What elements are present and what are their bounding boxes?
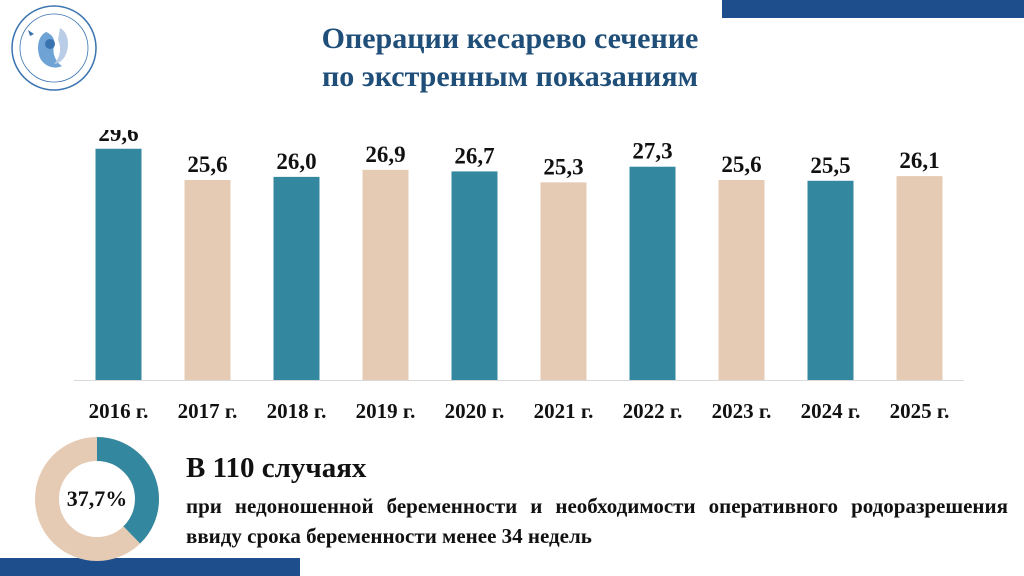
mother-child-logo-icon (11, 5, 97, 91)
bar-value-label-2: 26,0 (276, 149, 316, 174)
category-label-2: 2018 г. (267, 399, 327, 423)
bar-2 (273, 176, 320, 380)
category-label-5: 2021 г. (534, 399, 594, 423)
bar-value-label-9: 26,1 (899, 148, 939, 173)
page-title: Операции кесарево сечение по экстренным … (150, 20, 870, 96)
category-label-9: 2025 г. (890, 399, 950, 423)
bottom-accent-bar (0, 558, 300, 576)
bar-value-label-6: 27,3 (632, 139, 672, 164)
category-label-0: 2016 г. (89, 399, 149, 423)
bar-value-label-0: 29,6 (98, 130, 138, 146)
bar-value-label-4: 26,7 (454, 143, 494, 168)
donut-percent-label: 37,7% (67, 486, 128, 511)
category-label-1: 2017 г. (178, 399, 238, 423)
percent-donut-chart: 37,7% (35, 437, 159, 561)
category-label-3: 2019 г. (356, 399, 416, 423)
top-accent-bar (722, 0, 1024, 18)
category-label-8: 2024 г. (801, 399, 861, 423)
bar-0 (95, 148, 142, 380)
bar-8 (807, 180, 854, 380)
bar-6 (629, 166, 676, 380)
cases-description: при недоношенной беременности и необходи… (186, 494, 1008, 548)
bar-3 (362, 169, 409, 380)
title-line-1: Операции кесарево сечение (321, 22, 699, 55)
bar-4 (451, 171, 498, 380)
category-label-6: 2022 г. (623, 399, 683, 423)
bar-value-label-5: 25,3 (543, 154, 583, 179)
bar-chart: 29,6 2016 г. 25,6 2017 г. 26,0 2018 г. 26,9 201… (74, 130, 964, 423)
bar-9 (896, 176, 943, 380)
cases-count-heading: В 110 случаях (186, 452, 367, 484)
bar-value-label-8: 25,5 (810, 153, 850, 178)
bar-value-label-1: 25,6 (187, 152, 227, 177)
bar-7 (718, 180, 765, 380)
title-line-2: по экстренным показаниям (321, 60, 699, 93)
bar-value-label-7: 25,6 (721, 152, 761, 177)
bar-value-label-3: 26,9 (365, 142, 405, 167)
bar-5 (540, 182, 587, 380)
bar-1 (184, 180, 231, 380)
category-label-4: 2020 г. (445, 399, 505, 423)
donut-percent-segment (35, 437, 159, 561)
category-label-7: 2023 г. (712, 399, 772, 423)
